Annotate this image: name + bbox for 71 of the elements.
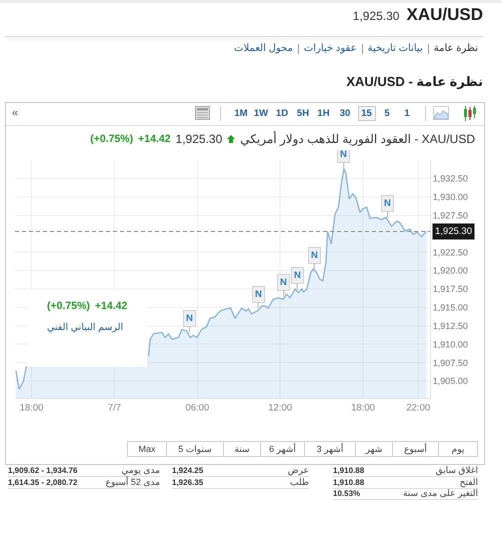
- x-tick-label: 7/7: [108, 402, 122, 414]
- annotation: N: [294, 270, 301, 281]
- range-button[interactable]: شهر: [355, 441, 393, 457]
- interval-button[interactable]: 30: [334, 106, 356, 121]
- text: 1,910.88: [333, 465, 364, 476]
- y-tick-label: 1,927.50: [432, 210, 468, 220]
- text: 1,925.30: [352, 9, 400, 23]
- interval-button[interactable]: 1M: [230, 106, 252, 121]
- range-button[interactable]: يوم: [438, 441, 478, 457]
- text: (+0.75%): [90, 133, 134, 145]
- y-tick-label: 1,915.00: [432, 302, 468, 313]
- text: 1,909.62 - 1,934.76: [8, 465, 78, 476]
- y-tick-label: 1,922.50: [432, 247, 468, 258]
- x-tick-label: 18:00: [20, 402, 44, 414]
- text: 1,614.35 - 2,080.72: [8, 476, 78, 488]
- range-button[interactable]: 6 أشهر: [260, 441, 305, 457]
- y-tick-label: 1,907.50: [432, 358, 468, 368]
- interval-button[interactable]: 5: [376, 106, 398, 121]
- text: «: [12, 106, 18, 121]
- text: التغير على مدى سنة: [402, 488, 478, 498]
- text: عرض: [288, 465, 309, 476]
- y-tick-label: 1,905.00: [432, 376, 468, 386]
- interval-button[interactable]: 1: [396, 106, 418, 121]
- text: بيانات تاريخية: [368, 43, 423, 54]
- text: مدى 52 أسبوع: [106, 476, 160, 488]
- text: 1,924.25: [172, 465, 204, 476]
- annotation: N: [186, 313, 193, 324]
- ref-line-label: 1,925.30: [435, 226, 472, 237]
- text: نظرة عامة: [434, 43, 478, 54]
- range-button[interactable]: 3 أشهر: [304, 441, 356, 457]
- x-tick-label: 22:00: [406, 402, 430, 414]
- y-tick-label: 1,930.00: [432, 192, 468, 202]
- y-tick-label: 1,917.50: [432, 284, 468, 294]
- text: 1,926.35: [172, 476, 204, 488]
- text: اغلاق سابق: [436, 465, 478, 476]
- range-button[interactable]: أسبوع: [392, 441, 439, 457]
- text: 1,910.88: [333, 476, 364, 488]
- annotation: +14.42: [94, 300, 128, 312]
- text: نظرة عامة - XAU/USD: [346, 74, 483, 90]
- x-tick-label: 12:00: [268, 402, 292, 414]
- y-tick-label: 1,912.50: [432, 320, 468, 331]
- x-tick-label: 18:00: [351, 402, 375, 414]
- annotation: (+0.75%): [47, 300, 90, 312]
- annotation: N: [384, 198, 391, 209]
- annotation: N: [255, 289, 262, 300]
- interval-button[interactable]: 5H: [292, 106, 314, 121]
- text: 1,925.30: [176, 132, 222, 146]
- interval-button[interactable]: 1W: [250, 106, 272, 121]
- text: محول العملات: [234, 43, 293, 54]
- annotation: N: [311, 250, 318, 261]
- y-tick-label: 1,932.50: [432, 174, 468, 184]
- text: مدى يومي: [121, 465, 160, 476]
- text: طلب: [290, 476, 309, 488]
- y-tick-label: 1,920.00: [432, 266, 468, 276]
- text: عقود خيارات: [304, 43, 357, 54]
- annotation: N: [340, 149, 347, 160]
- y-tick-label: 1,910.00: [432, 339, 468, 350]
- chart-title: XAU/USD - العقود الفورية للذهب دولار أمريكي: [240, 132, 475, 146]
- range-button[interactable]: سنة: [223, 441, 261, 457]
- annotation: N: [280, 277, 287, 288]
- text: +14.42: [138, 133, 171, 145]
- range-button[interactable]: 5 سنوات: [166, 441, 224, 457]
- text: XAU/USD: [406, 5, 483, 25]
- interval-button[interactable]: 1D: [271, 106, 293, 121]
- interval-button[interactable]: 1H: [312, 106, 334, 121]
- text: 10.53%: [333, 488, 360, 498]
- text: الفتح: [460, 476, 478, 488]
- annotation: الرسم البياني الفني: [47, 322, 124, 333]
- x-tick-label: 06:00: [185, 402, 210, 414]
- interval-button[interactable]: 15: [358, 106, 376, 121]
- range-button[interactable]: Max: [127, 441, 167, 457]
